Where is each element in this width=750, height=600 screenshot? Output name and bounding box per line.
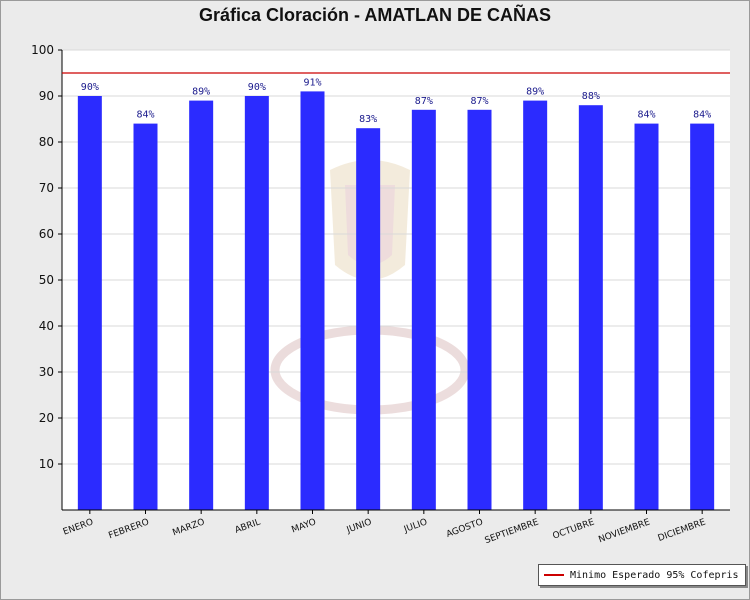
data-label: 84% (637, 110, 655, 121)
data-label: 89% (526, 87, 544, 98)
gridlines (62, 49, 730, 465)
legend: Minimo Esperado 95% Cofepris (538, 564, 746, 586)
y-tick-label: 30 (39, 365, 54, 379)
y-tick-label: 10 (39, 457, 54, 471)
y-tick-label: 100 (31, 43, 54, 57)
x-tick-label: ABRIL (234, 517, 262, 535)
bar (356, 128, 381, 510)
bar (411, 109, 436, 511)
bar (189, 100, 214, 510)
data-label: 84% (136, 110, 154, 121)
x-tick-label: DICIEMBRE (657, 517, 708, 544)
y-tick-label: 20 (39, 411, 54, 425)
bars: 90% 84% 89% 90% 91% 83% 87% 87% 89% 88% 84% 84% (77, 77, 715, 511)
y-tick-label: 70 (39, 181, 54, 195)
bar (467, 109, 492, 511)
bar (523, 100, 548, 510)
y-tick-label: 60 (39, 227, 54, 241)
bar (690, 123, 715, 510)
data-label: 87% (470, 96, 488, 107)
chart-title: Gráfica Cloración - AMATLAN DE CAÑAS (198, 5, 552, 25)
x-tick-label: MAYO (290, 517, 317, 535)
data-label: 87% (415, 96, 433, 107)
data-label: 88% (582, 91, 600, 102)
x-tick-label: AGOSTO (445, 517, 484, 540)
x-tick-label: JULIO (402, 517, 429, 535)
y-tick-label: 40 (39, 319, 54, 333)
data-label: 83% (359, 114, 377, 125)
x-tick-label: SEPTIEMBRE (484, 517, 541, 546)
x-tick-label: ENERO (62, 517, 95, 537)
data-label: 90% (248, 82, 266, 93)
y-tick-label: 80 (39, 135, 54, 149)
legend-label: Minimo Esperado 95% Cofepris (570, 569, 739, 581)
data-label: 90% (81, 82, 99, 93)
bar (77, 96, 102, 510)
bar (634, 123, 659, 510)
x-tick-label: NOVIEMBRE (597, 517, 651, 545)
bar (244, 96, 269, 510)
data-label: 91% (303, 77, 321, 88)
y-axis: 10 20 30 40 50 60 70 80 90 100 (31, 43, 63, 510)
legend-line-swatch (544, 574, 564, 576)
y-tick-label: 90 (39, 89, 54, 103)
bar (578, 105, 603, 510)
x-tick-label: FEBRERO (107, 517, 150, 541)
bar (300, 91, 325, 511)
x-axis: ENERO FEBRERO MARZO ABRIL MAYO JUNIO JULIO AGOS… (62, 509, 730, 546)
x-tick-label: MARZO (171, 517, 206, 538)
y-tick-label: 50 (39, 273, 54, 287)
data-label: 84% (693, 110, 711, 121)
bar (133, 123, 158, 510)
x-tick-label: JUNIO (345, 517, 374, 536)
data-label: 89% (192, 87, 210, 98)
x-tick-label: OCTUBRE (551, 517, 596, 541)
